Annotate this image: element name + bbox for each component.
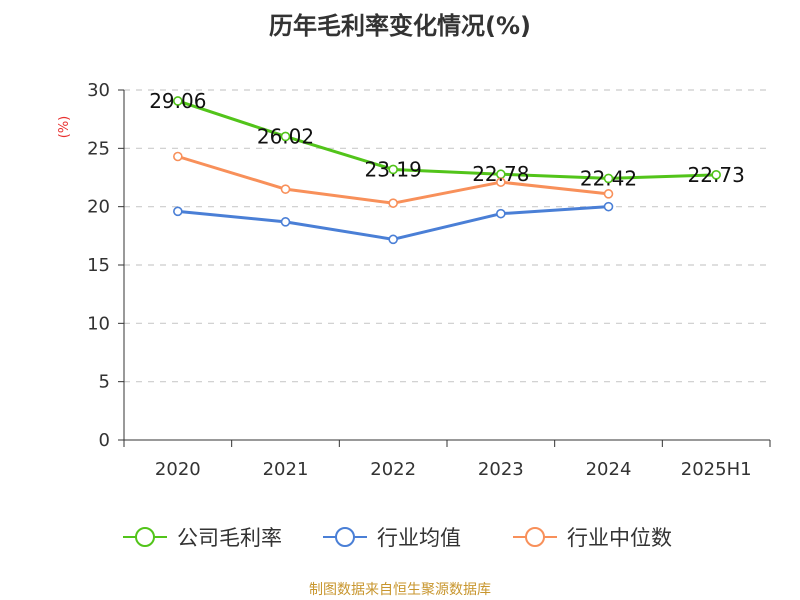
x-tick-label: 2023	[478, 459, 524, 480]
data-point	[388, 198, 398, 208]
legend-marker	[525, 527, 545, 547]
data-point	[711, 170, 721, 180]
x-tick-label: 2024	[586, 459, 632, 480]
y-axis-unit: (%)	[57, 116, 72, 139]
data-point	[496, 177, 506, 187]
y-tick-label: 15	[87, 255, 110, 276]
legend-label: 行业中位数	[567, 526, 672, 550]
y-tick-label: 20	[87, 197, 110, 218]
data-label: 29.06	[149, 89, 206, 113]
data-point	[603, 201, 614, 212]
data-label: 26.02	[257, 124, 314, 148]
legend: 公司毛利率 行业均值 行业中位数	[123, 526, 672, 550]
legend-marker	[335, 527, 355, 547]
data-point	[388, 164, 398, 175]
legend-label: 行业均值	[377, 526, 461, 550]
data-label: 22.42	[580, 166, 637, 190]
x-tick-label: 2022	[370, 459, 416, 480]
source-note: 制图数据来自恒生聚源数据库	[309, 582, 491, 598]
data-point	[388, 234, 398, 245]
y-tick-label: 0	[99, 430, 110, 451]
data-point	[496, 208, 506, 219]
series-lines	[173, 96, 721, 245]
x-tick-label: 2025H1	[681, 459, 752, 480]
y-tick-label: 10	[87, 313, 110, 334]
grid-lines	[124, 89, 770, 383]
data-label: 23.19	[365, 157, 422, 181]
data-point	[173, 206, 183, 217]
axes: 0 5 10 15 20 25 30 2020 2021 2022 2023 2024 2025H1 (%…	[57, 80, 771, 480]
x-tick-label: 2021	[263, 459, 309, 480]
data-point	[603, 189, 614, 199]
data-point	[280, 217, 291, 227]
data-labels: 29.06 26.02 23.19 22.78 22.42 22.73	[149, 89, 745, 190]
y-tick-label: 5	[99, 372, 110, 393]
data-point	[173, 151, 183, 162]
data-point	[280, 131, 291, 142]
legend-label: 公司毛利率	[177, 526, 282, 550]
x-tick-label: 2020	[155, 459, 201, 480]
data-point	[173, 96, 183, 106]
data-point	[280, 184, 291, 194]
data-label: 22.78	[472, 162, 529, 186]
chart-title: 历年毛利率变化情况(%)	[269, 12, 531, 40]
data-label: 22.73	[688, 163, 745, 187]
legend-marker	[135, 527, 155, 547]
y-tick-label: 30	[87, 80, 110, 101]
data-point	[603, 173, 614, 184]
series-line	[177, 205, 609, 241]
series-line	[177, 99, 717, 180]
y-tick-label: 25	[87, 138, 110, 159]
